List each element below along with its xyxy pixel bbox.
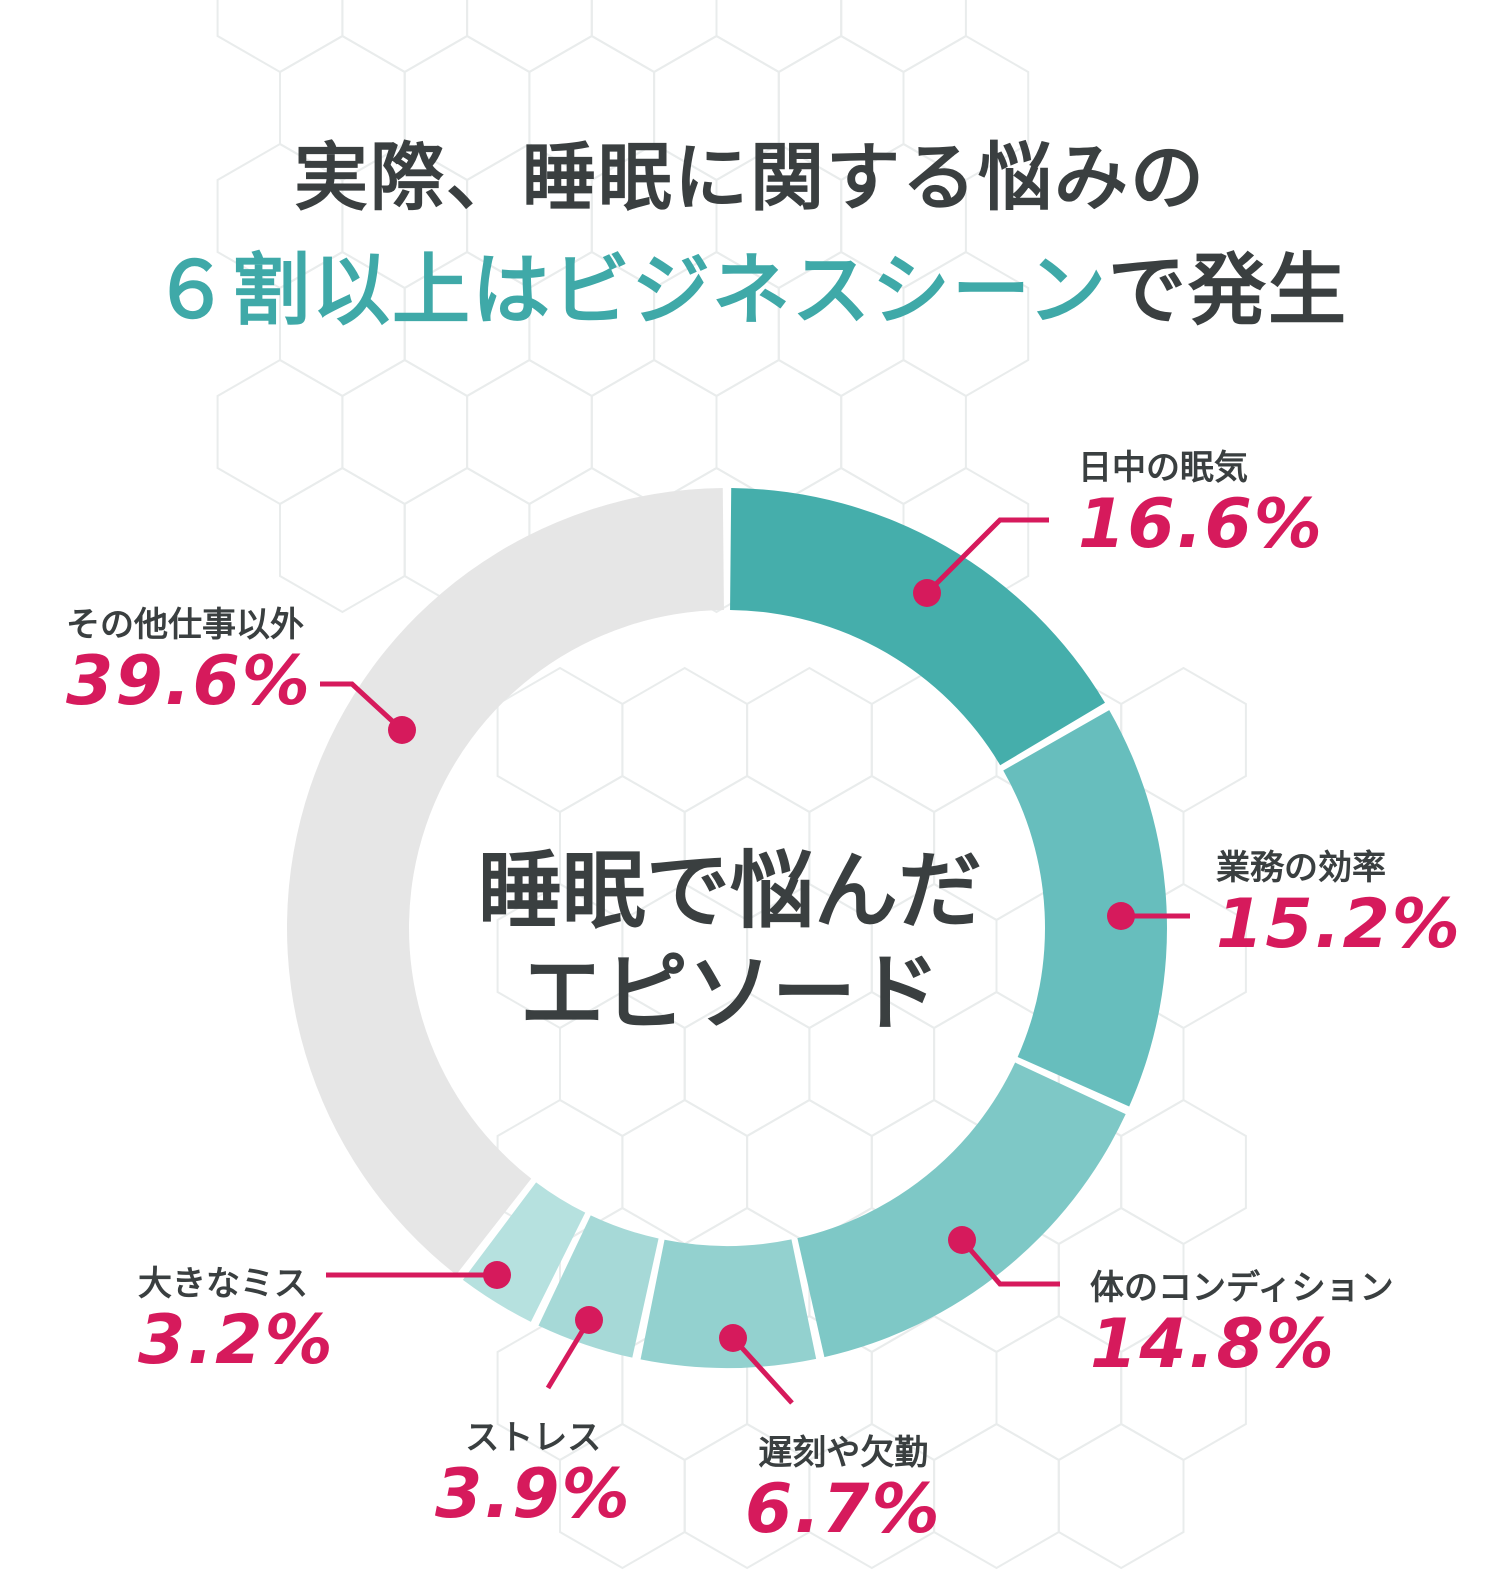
segment-body-condition <box>797 1062 1126 1358</box>
value-label: 6.7% <box>745 1470 942 1549</box>
category-label: その他仕事以外 <box>66 605 304 645</box>
segment-late-absence <box>640 1239 817 1368</box>
leader-daytime-sleepiness <box>925 517 1049 595</box>
label-daytime-sleepiness: 日中の眠気 16.6% <box>1078 440 1324 560</box>
leader-work-efficiency-dot <box>1107 902 1135 930</box>
leader-lines <box>320 517 1190 1405</box>
segment-other-non-work <box>287 488 724 1275</box>
value-label: 14.8% <box>1090 1305 1336 1384</box>
title-line-2: ６割以上はビジネスシーンで発生 <box>0 228 1500 340</box>
leader-late-absence-dot <box>719 1324 747 1352</box>
segment-work-efficiency <box>1003 710 1167 1107</box>
label-stress: ストレス 3.9% <box>435 1410 632 1530</box>
category-label: ストレス <box>465 1418 602 1458</box>
label-big-mistake: 大きなミス 3.2% <box>138 1256 335 1376</box>
title-highlight: ６割以上はビジネスシーン <box>151 246 1109 336</box>
segment-daytime-sleepiness <box>730 488 1105 766</box>
leader-stress-dot <box>575 1306 603 1334</box>
category-label: 大きなミス <box>138 1264 308 1304</box>
label-body-condition: 体のコンディション 14.8% <box>1090 1260 1394 1380</box>
segment-stress <box>538 1215 659 1358</box>
label-other-non-work: その他仕事以外 39.6% <box>66 597 312 717</box>
label-work-efficiency: 業務の効率 15.2% <box>1216 840 1462 960</box>
leader-late-absence <box>731 1336 794 1405</box>
value-label: 39.6% <box>66 642 312 721</box>
center-label-line-1: 睡眠で悩んだ <box>477 842 982 940</box>
leader-body-condition-dot <box>948 1226 976 1254</box>
category-label: 体のコンディション <box>1090 1268 1394 1308</box>
value-label: 15.2% <box>1216 885 1462 964</box>
center-label-line-2: エピソード <box>519 944 940 1043</box>
value-label: 3.2% <box>138 1301 335 1380</box>
donut-segments <box>287 488 1167 1368</box>
title-line-1: 実際、睡眠に関する悩みの <box>294 135 1206 221</box>
leader-daytime-sleepiness-dot <box>913 579 941 607</box>
leader-big-mistake-dot <box>483 1261 511 1289</box>
category-label: 遅刻や欠勤 <box>758 1433 929 1473</box>
label-late-absence: 遅刻や欠勤 6.7% <box>745 1425 942 1545</box>
center-label: 睡眠で悩んだ エピソード <box>470 840 990 1045</box>
value-label: 3.9% <box>435 1455 632 1534</box>
leader-other-non-work <box>320 681 404 732</box>
value-label: 16.6% <box>1078 485 1324 564</box>
title-line-2-rest: で発生 <box>1108 246 1349 336</box>
category-label: 業務の効率 <box>1216 848 1386 888</box>
leader-body-condition <box>960 1238 1060 1287</box>
leader-other-non-work-dot <box>388 716 416 744</box>
category-label: 日中の眠気 <box>1078 448 1248 488</box>
hexagon <box>1057 1422 1185 1570</box>
